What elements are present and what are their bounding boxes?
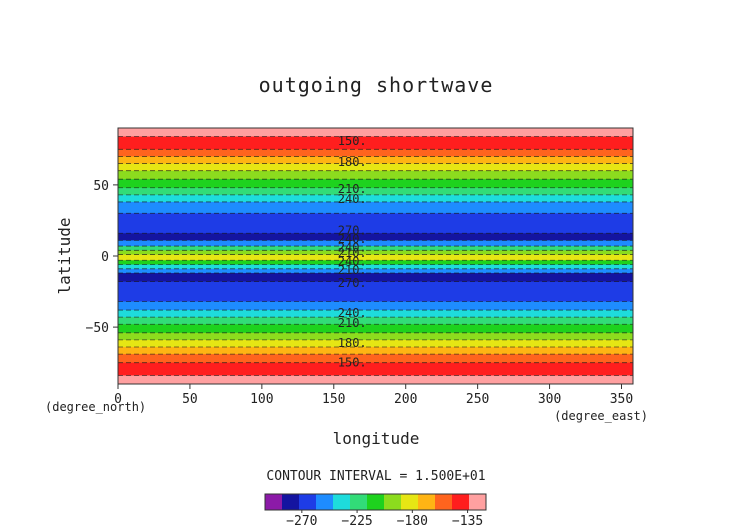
heatmap-band	[118, 149, 633, 157]
heatmap-band	[118, 179, 633, 189]
contour-labels: 150.180.210.240.270.240.240.210.240.210.…	[338, 134, 367, 370]
x-axis-label: longitude	[333, 429, 420, 448]
contour-label: 150.	[338, 356, 367, 370]
colorbar-swatch	[367, 494, 385, 510]
colorbar-swatch	[469, 494, 487, 510]
x-tick-label: 150	[322, 392, 345, 407]
x-tick-label: 350	[610, 392, 633, 407]
heatmap-band	[118, 347, 633, 355]
heatmap-band	[118, 136, 633, 150]
heatmap-band	[118, 260, 633, 266]
colorbar-swatch	[435, 494, 453, 510]
heatmap-band	[118, 339, 633, 348]
contour-label: 210.	[338, 182, 367, 196]
colorbar-swatch	[333, 494, 351, 510]
colorbar-tick-label: −180	[397, 514, 428, 529]
heatmap-band	[118, 213, 633, 234]
contour-label: 210.	[338, 246, 367, 260]
heatmap-band	[118, 362, 633, 376]
colorbar-swatch	[299, 494, 317, 510]
heatmap-band	[118, 170, 633, 180]
heatmap-band	[118, 250, 633, 256]
contour-label: 270.	[338, 223, 367, 237]
y-axis-ticks: 50 0 −50	[86, 179, 118, 336]
y-axis-unit: (degree_north)	[45, 400, 146, 414]
heatmap-band	[118, 246, 633, 251]
contour-label: 150.	[338, 134, 367, 148]
contour-lines	[118, 136, 633, 376]
heatmap-band	[118, 332, 633, 341]
colorbar-swatch	[265, 494, 283, 510]
colorbar-swatch	[282, 494, 300, 510]
y-tick-label: 0	[101, 250, 109, 265]
x-tick-label: 200	[394, 392, 417, 407]
heatmap-band	[118, 128, 633, 138]
heatmap-band	[118, 201, 633, 214]
heatmap-band	[118, 310, 633, 318]
contour-label: 240.	[338, 255, 367, 269]
heatmap-band	[118, 354, 633, 364]
x-tick-label: 0	[114, 392, 122, 407]
heatmap-band	[118, 375, 633, 385]
contour-label: 240.	[338, 306, 367, 320]
contour-label: 270.	[338, 276, 367, 290]
heatmap-band	[118, 194, 633, 203]
heatmap-band	[118, 273, 633, 283]
y-axis-label: latitude	[55, 217, 74, 294]
y-tick-label: 50	[93, 179, 109, 194]
x-axis-unit: (degree_east)	[554, 409, 648, 423]
contour-label: 210.	[338, 316, 367, 330]
colorbar-frame	[264, 493, 487, 511]
heatmap-band	[118, 240, 633, 247]
colorbar-tick-label: −270	[286, 514, 317, 529]
heatmap-band	[118, 317, 633, 325]
contour-label: 210.	[338, 263, 367, 277]
heatmap-band	[118, 187, 633, 196]
x-tick-label: 50	[182, 392, 198, 407]
colorbar-swatch	[418, 494, 436, 510]
colorbar-swatch	[384, 494, 402, 510]
heatmap-band	[118, 163, 633, 172]
x-tick-label: 300	[538, 392, 561, 407]
heatmap-band	[118, 233, 633, 241]
colorbar	[264, 493, 487, 511]
x-tick-label: 250	[466, 392, 489, 407]
contour-label: 240.	[338, 192, 367, 206]
x-axis-ticks: 0 50 100 150 200 250 300 350	[114, 384, 633, 407]
colorbar-swatch	[452, 494, 470, 510]
contour-interval-text: CONTOUR INTERVAL = 1.500E+01	[266, 469, 485, 484]
chart-title: outgoing shortwave	[259, 73, 494, 97]
colorbar-tick-label: −225	[341, 514, 372, 529]
colorbar-tick-label: −135	[452, 514, 483, 529]
y-tick-label: −50	[86, 321, 109, 336]
heatmap-band	[118, 156, 633, 165]
contour-label: 180.	[338, 336, 367, 350]
heatmap-band	[118, 324, 633, 334]
heatmap-band	[118, 281, 633, 303]
contour-label: 240.	[338, 240, 367, 254]
heatmap-band	[118, 264, 633, 270]
heatmap-band	[118, 268, 633, 274]
contour-label: 180.	[338, 155, 367, 169]
colorbar-swatch	[350, 494, 368, 510]
heatmap-bands	[118, 128, 633, 385]
colorbar-swatch	[316, 494, 334, 510]
contour-label: 240.	[338, 232, 367, 246]
colorbar-swatch	[401, 494, 419, 510]
x-tick-label: 100	[250, 392, 273, 407]
heatmap-band	[118, 254, 633, 261]
heatmap-band	[118, 301, 633, 311]
colorbar-ticks: −270 −225 −180 −135	[286, 510, 483, 529]
